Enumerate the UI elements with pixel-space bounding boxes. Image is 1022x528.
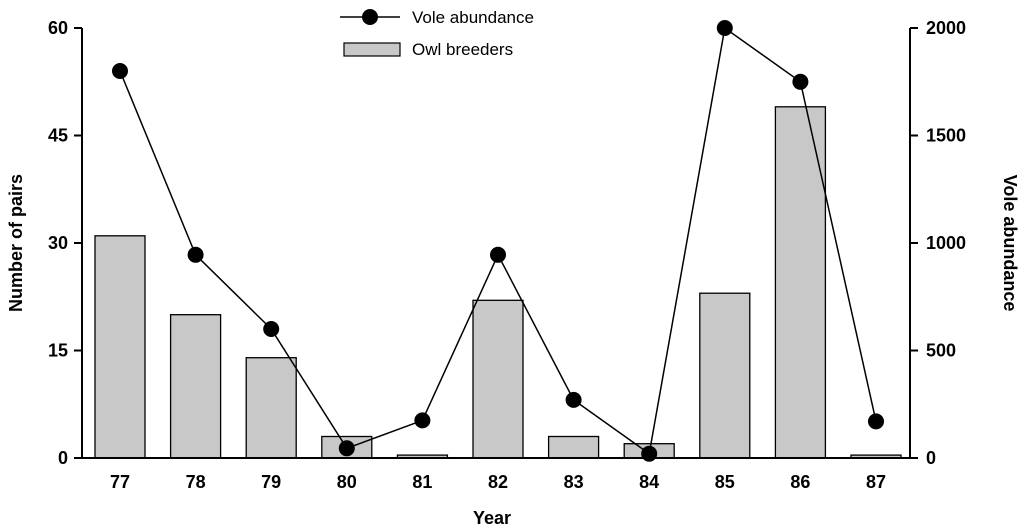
right-tick-label: 1000 [926,233,966,253]
vole-point-84 [641,445,658,462]
vole-point-78 [187,246,204,263]
legend-bar-swatch [343,42,401,57]
x-tick-label-81: 81 [412,472,432,492]
vole-point-86 [792,73,809,90]
owl-bar-86 [774,106,827,459]
owl-bar-85 [699,292,751,459]
vole-point-81 [414,412,431,429]
vole-point-80 [338,440,355,457]
left-tick-label: 60 [48,18,68,38]
bars-layer [94,106,902,459]
vole-point-87 [868,413,884,430]
owl-bar-82 [472,299,524,459]
x-tick-label-87: 87 [866,472,886,492]
vole-point-82 [490,246,506,263]
owl-bar-78 [169,314,222,459]
right-axis-title: Vole abundance [1000,175,1020,312]
x-tick-label-79: 79 [261,472,281,492]
x-tick-label-86: 86 [790,472,810,492]
x-axis-title: Year [473,508,511,528]
legend-label-vole: Vole abundance [412,8,534,27]
ticks-layer: 0 15 30 45 60 0 500 1000 1500 2000 77 78 79 80 81 82 83 8… [48,18,966,492]
vole-point-77 [112,63,128,79]
x-tick-label-80: 80 [337,472,357,492]
left-tick-label: 15 [48,341,68,361]
vole-point-85 [716,20,733,36]
right-tick-label: 2000 [926,18,966,38]
vole-point-79 [263,321,280,337]
left-tick-label: 45 [48,126,68,146]
owl-bar-77 [94,235,146,459]
x-tick-label-85: 85 [715,472,735,492]
owl-bar-79 [245,357,297,459]
legend: Vole abundance Owl breeders [340,8,534,59]
legend-label-owl: Owl breeders [412,40,513,59]
owl-bar-83 [547,435,600,459]
x-tick-label-82: 82 [488,472,508,492]
right-tick-label: 0 [926,448,936,468]
left-tick-label: 30 [48,233,68,253]
right-tick-label: 500 [926,341,956,361]
left-axis-title: Number of pairs [6,174,26,312]
line-layer [112,20,884,462]
x-tick-label-78: 78 [186,472,206,492]
right-tick-label: 1500 [926,126,966,146]
x-tick-label-83: 83 [564,472,584,492]
vole-point-83 [565,391,582,408]
x-tick-label-84: 84 [639,472,659,492]
legend-marker-swatch [362,9,378,25]
left-tick-label: 0 [58,448,68,468]
x-tick-label-77: 77 [110,472,130,492]
